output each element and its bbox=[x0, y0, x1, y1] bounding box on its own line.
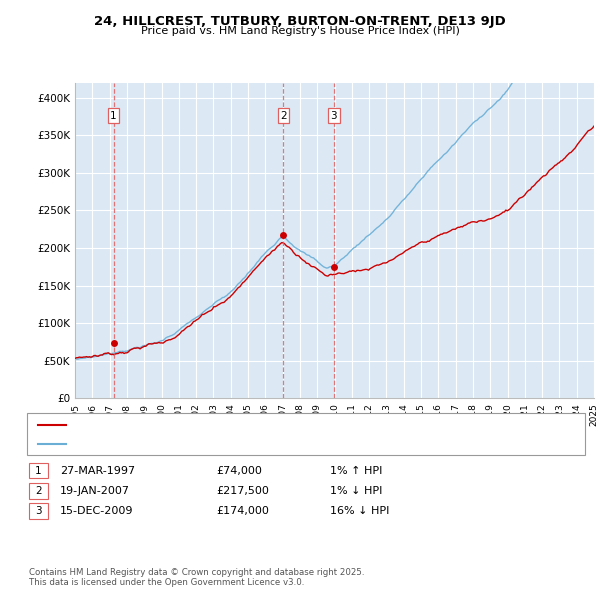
Text: 1% ↑ HPI: 1% ↑ HPI bbox=[330, 466, 382, 476]
Text: 1: 1 bbox=[35, 466, 42, 476]
Text: £217,500: £217,500 bbox=[216, 486, 269, 496]
Text: Price paid vs. HM Land Registry's House Price Index (HPI): Price paid vs. HM Land Registry's House … bbox=[140, 26, 460, 36]
Text: 2: 2 bbox=[35, 486, 42, 496]
Text: 3: 3 bbox=[331, 111, 337, 121]
Text: 27-MAR-1997: 27-MAR-1997 bbox=[60, 466, 135, 476]
Text: 1% ↓ HPI: 1% ↓ HPI bbox=[330, 486, 382, 496]
Text: £174,000: £174,000 bbox=[216, 506, 269, 516]
Text: 16% ↓ HPI: 16% ↓ HPI bbox=[330, 506, 389, 516]
Text: 19-JAN-2007: 19-JAN-2007 bbox=[60, 486, 130, 496]
Text: Contains HM Land Registry data © Crown copyright and database right 2025.
This d: Contains HM Land Registry data © Crown c… bbox=[29, 568, 364, 587]
Text: 1: 1 bbox=[110, 111, 117, 121]
Text: 2: 2 bbox=[280, 111, 287, 121]
Text: 3: 3 bbox=[35, 506, 42, 516]
Text: HPI: Average price, detached house, East Staffordshire: HPI: Average price, detached house, East… bbox=[71, 438, 338, 448]
Text: £74,000: £74,000 bbox=[216, 466, 262, 476]
Text: 24, HILLCREST, TUTBURY, BURTON-ON-TRENT, DE13 9JD (detached house): 24, HILLCREST, TUTBURY, BURTON-ON-TRENT,… bbox=[71, 420, 436, 430]
Text: 24, HILLCREST, TUTBURY, BURTON-ON-TRENT, DE13 9JD: 24, HILLCREST, TUTBURY, BURTON-ON-TRENT,… bbox=[94, 15, 506, 28]
Text: 15-DEC-2009: 15-DEC-2009 bbox=[60, 506, 133, 516]
